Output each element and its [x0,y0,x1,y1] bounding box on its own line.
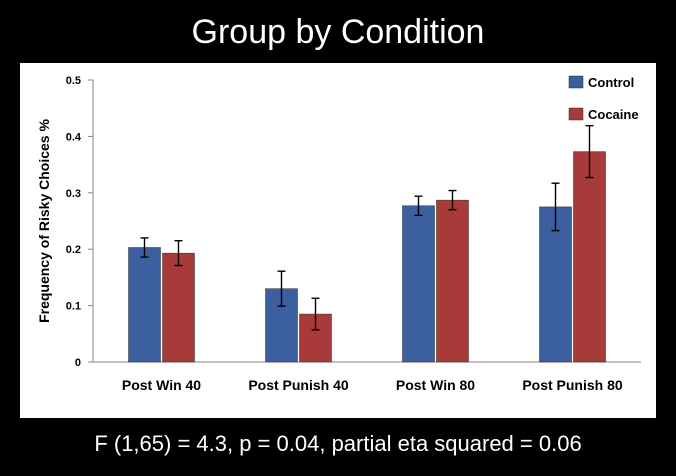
legend: Control Cocaine [568,75,639,122]
x-tick-label: Post Punish 80 [522,377,623,393]
statistics-footer: F (1,65) = 4.3, p = 0.04, partial eta sq… [94,431,582,456]
bar-control [128,247,161,363]
y-axis-label: Frequency of Risky Choices % [36,119,52,323]
bar-chart: 0 0.1 0.2 0.3 0.4 0.5 Frequency of Risky Choic… [36,75,641,393]
legend-swatch-control [568,75,584,89]
x-tick-label: Post Win 40 [122,377,201,393]
slide-title: Group by Condition [191,13,485,51]
y-tick-label: 0.2 [66,244,81,256]
bar-cocaine [573,151,606,363]
legend-label-control: Control [588,75,634,90]
y-tick-label: 0 [75,357,81,369]
bar-cocaine [162,252,195,363]
x-tick-label: Post Win 80 [396,377,475,393]
bar-cocaine [436,199,469,363]
bar-control [402,205,435,363]
bar-control [539,206,572,363]
legend-label-cocaine: Cocaine [588,107,639,122]
x-tick-label: Post Punish 40 [248,377,349,393]
y-tick-label: 0.3 [66,188,81,200]
plot-area: 0 0.1 0.2 0.3 0.4 0.5 Frequency of Risky Choic… [36,75,641,393]
y-tick-label: 0.1 [66,301,81,313]
y-tick-label: 0.4 [66,131,82,143]
y-tick-label: 0.5 [66,75,81,87]
legend-swatch-cocaine [568,107,584,121]
chart-panel: 0 0.1 0.2 0.3 0.4 0.5 Frequency of Risky Choic… [20,63,656,418]
